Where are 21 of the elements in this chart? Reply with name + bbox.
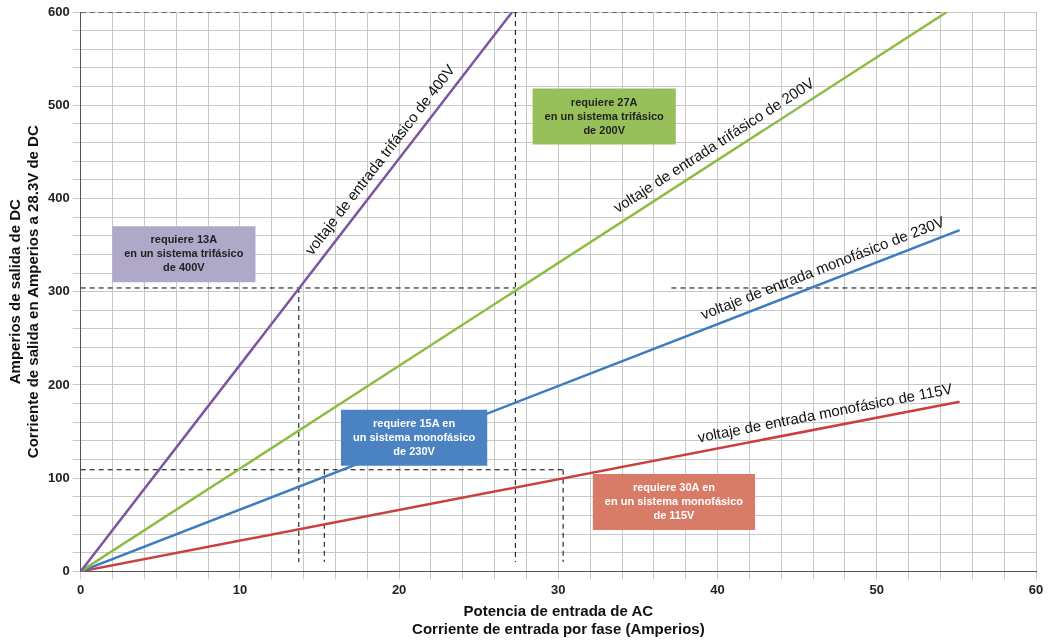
y-tick-label: 200 xyxy=(47,376,70,392)
x-tick-label: 0 xyxy=(77,581,85,597)
annotation: requiere 30A en en un sistema monofásico de 115V xyxy=(604,481,744,522)
x-tick-label: 20 xyxy=(391,581,407,597)
y-axis-title: Amperios de salida de DC Corriente de salida en Amperios a 28.3V de DC xyxy=(6,125,42,459)
text: voltaje de entrada monofásico de 115V xyxy=(696,379,954,446)
x-tick-label: 10 xyxy=(232,581,248,597)
x-tick-label: 50 xyxy=(869,581,885,597)
x-tick-label: 40 xyxy=(710,581,725,597)
annotation: requiere 27A en un sistema trifásico de 200V xyxy=(544,95,665,136)
annotation: requiere 13A en un sistema trifásico de 400V xyxy=(124,233,244,274)
y-tick-label: 100 xyxy=(47,469,70,485)
y-tick-label: 500 xyxy=(47,96,70,112)
annotation: requiere 15A en un sistema monofásico de 230V xyxy=(352,416,476,457)
x-axis-title: Potencia de entrada de AC Corriente de entrada por fase (Amperios) xyxy=(412,602,705,638)
y-tick-label: 400 xyxy=(47,190,70,206)
y-tick-label: 0 xyxy=(62,562,70,578)
y-tick-label: 600 xyxy=(47,3,70,19)
x-tick-label: 30 xyxy=(551,581,566,597)
x-tick-label: 60 xyxy=(1028,581,1044,597)
y-tick-label: 300 xyxy=(47,283,70,299)
